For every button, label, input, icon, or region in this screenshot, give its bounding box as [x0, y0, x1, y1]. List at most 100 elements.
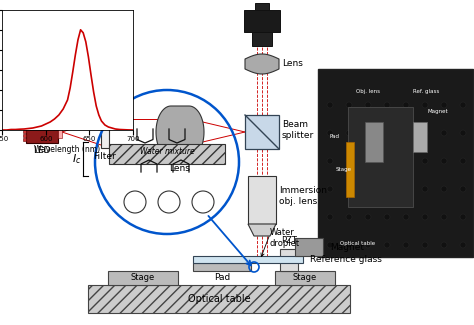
Circle shape [460, 130, 466, 136]
Circle shape [365, 186, 371, 192]
Circle shape [327, 186, 333, 192]
Circle shape [384, 186, 390, 192]
Polygon shape [245, 54, 279, 74]
Circle shape [422, 102, 428, 108]
X-axis label: Wavelength (nm): Wavelength (nm) [35, 145, 100, 154]
Circle shape [327, 130, 333, 136]
Polygon shape [248, 224, 276, 236]
Text: Obj. lens: Obj. lens [356, 88, 380, 94]
Text: LED: LED [33, 146, 51, 155]
Bar [26, 121, 58, 143]
Circle shape [327, 242, 333, 248]
Circle shape [346, 130, 352, 136]
Circle shape [441, 214, 447, 220]
Bar [193, 256, 303, 263]
Bar [101, 116, 109, 148]
Circle shape [384, 242, 390, 248]
Circle shape [422, 130, 428, 136]
Text: Reference glass: Reference glass [310, 255, 382, 264]
Circle shape [346, 158, 352, 164]
Circle shape [346, 214, 352, 220]
Circle shape [327, 158, 333, 164]
Circle shape [365, 102, 371, 108]
Circle shape [403, 158, 409, 164]
Bar [365, 122, 383, 162]
Bar [248, 176, 276, 224]
Bar [252, 32, 272, 46]
Circle shape [327, 102, 333, 108]
Bar [23, 126, 26, 129]
Text: Magnet: Magnet [428, 109, 448, 113]
Text: PZT: PZT [281, 236, 297, 245]
Circle shape [422, 242, 428, 248]
Polygon shape [156, 106, 204, 158]
Text: Water mixture: Water mixture [140, 148, 194, 157]
Text: Beam
splitter: Beam splitter [282, 120, 314, 140]
Circle shape [441, 242, 447, 248]
Circle shape [403, 214, 409, 220]
Text: $I_c$: $I_c$ [72, 152, 82, 166]
Text: Pad: Pad [214, 273, 230, 282]
Bar [23, 122, 26, 125]
Circle shape [346, 186, 352, 192]
Circle shape [403, 242, 409, 248]
Bar [346, 142, 354, 197]
Text: Ref. glass: Ref. glass [413, 88, 439, 94]
Circle shape [346, 102, 352, 108]
Text: Immersion
obj. lens: Immersion obj. lens [279, 186, 327, 206]
Circle shape [460, 242, 466, 248]
Bar [245, 115, 279, 149]
Text: Optical table: Optical table [188, 294, 250, 304]
Bar [58, 126, 62, 138]
Bar [23, 138, 26, 141]
Bar [255, 3, 269, 10]
Circle shape [384, 214, 390, 220]
Bar [295, 238, 323, 256]
Circle shape [441, 158, 447, 164]
Circle shape [460, 214, 466, 220]
Bar [275, 271, 335, 285]
Circle shape [460, 158, 466, 164]
Bar [88, 285, 350, 313]
Text: Optical table: Optical table [340, 240, 375, 245]
Circle shape [327, 214, 333, 220]
Bar [109, 144, 225, 164]
Bar [108, 271, 178, 285]
Circle shape [384, 130, 390, 136]
Circle shape [384, 102, 390, 108]
Text: Stage: Stage [336, 166, 352, 172]
Circle shape [422, 214, 428, 220]
Circle shape [365, 130, 371, 136]
Bar [280, 249, 298, 271]
Text: Stage: Stage [293, 274, 317, 282]
Text: Lens: Lens [282, 59, 303, 69]
Circle shape [365, 158, 371, 164]
Bar [318, 69, 473, 257]
Bar [193, 263, 251, 271]
Circle shape [403, 130, 409, 136]
Text: Magnet: Magnet [330, 242, 364, 252]
Circle shape [403, 102, 409, 108]
Text: Lens: Lens [170, 164, 191, 173]
Bar [244, 10, 280, 32]
Text: Stage: Stage [131, 274, 155, 282]
Circle shape [403, 186, 409, 192]
Circle shape [422, 158, 428, 164]
Bar [23, 134, 26, 137]
Text: Water
droplet: Water droplet [270, 228, 300, 248]
Circle shape [422, 186, 428, 192]
Circle shape [460, 186, 466, 192]
Text: Pad: Pad [330, 135, 340, 139]
Circle shape [384, 158, 390, 164]
Bar [348, 107, 413, 207]
Circle shape [441, 102, 447, 108]
Circle shape [365, 214, 371, 220]
Circle shape [346, 242, 352, 248]
Circle shape [365, 242, 371, 248]
Text: Filter: Filter [94, 152, 117, 161]
Circle shape [441, 186, 447, 192]
Circle shape [441, 130, 447, 136]
Circle shape [460, 102, 466, 108]
Bar [23, 130, 26, 133]
Bar [413, 122, 427, 152]
